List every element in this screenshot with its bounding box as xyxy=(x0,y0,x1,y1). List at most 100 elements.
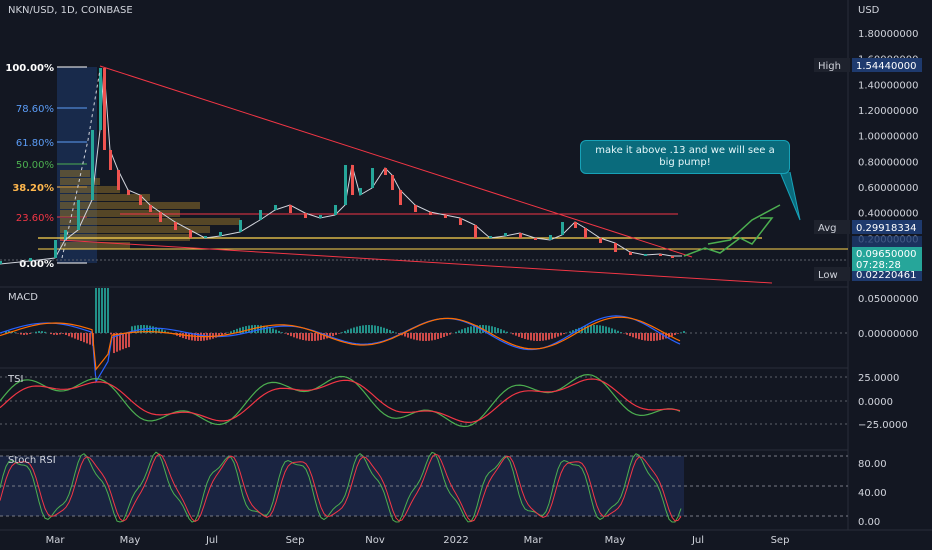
macd-histogram-bar xyxy=(653,333,655,341)
macd-histogram-bar xyxy=(71,333,73,338)
macd-histogram-bar xyxy=(56,333,58,335)
macd-histogram-bar xyxy=(413,333,415,340)
price-tag-value: 0.29918334 xyxy=(856,223,916,234)
price-candle xyxy=(149,205,152,212)
macd-histogram-bar xyxy=(500,329,502,333)
macd-histogram-bar xyxy=(368,325,370,333)
macd-histogram-bar xyxy=(68,333,70,337)
price-tag-label: Avg xyxy=(818,223,837,234)
macd-histogram-bar xyxy=(602,325,604,333)
macd-histogram-bar xyxy=(134,325,136,333)
price-candle xyxy=(99,68,102,130)
macd-histogram-bar xyxy=(512,333,514,335)
macd-histogram-bar xyxy=(290,333,292,337)
macd-histogram-bar xyxy=(38,331,40,333)
price-candle xyxy=(103,68,106,150)
macd-histogram-bar xyxy=(278,330,280,333)
price-candle xyxy=(174,222,177,230)
macd-histogram-bar xyxy=(8,331,10,333)
stoch-tick-label: 80.00 xyxy=(858,459,887,470)
macd-histogram-bar xyxy=(635,333,637,339)
macd-histogram-bar xyxy=(125,333,127,349)
macd-histogram-bar xyxy=(296,333,298,339)
macd-histogram-bar xyxy=(659,333,661,341)
macd-histogram-bar xyxy=(26,333,28,335)
macd-histogram-bar xyxy=(461,329,463,333)
macd-histogram-bar xyxy=(473,325,475,333)
macd-histogram-bar xyxy=(110,333,112,335)
macd-histogram-bar xyxy=(557,333,559,337)
macd-histogram-bar xyxy=(419,333,421,341)
price-tag-value: 1.54440000 xyxy=(856,61,916,72)
time-axis-label: Mar xyxy=(524,535,544,546)
macd-histogram-bar xyxy=(392,331,394,333)
macd-histogram-bar xyxy=(104,288,106,333)
volume-profile-bar xyxy=(60,194,150,201)
price-candle xyxy=(391,175,394,190)
price-candle xyxy=(384,168,387,175)
volume-profile-bar xyxy=(60,218,240,225)
macd-histogram-bar xyxy=(671,333,673,337)
macd-histogram-bar xyxy=(59,333,61,335)
macd-histogram-bar xyxy=(95,288,97,333)
macd-histogram-bar xyxy=(626,333,628,335)
tsi-tick-label: 0.0000 xyxy=(858,397,893,408)
macd-histogram-bar xyxy=(611,328,613,333)
macd-histogram-bar xyxy=(455,331,457,333)
price-candle xyxy=(561,222,564,235)
price-line xyxy=(0,67,682,265)
macd-histogram-bar xyxy=(608,327,610,333)
stoch-d-line xyxy=(0,453,682,523)
macd-histogram-bar xyxy=(77,333,79,340)
macd-histogram-bar xyxy=(449,333,451,335)
macd-histogram-bar xyxy=(464,328,466,333)
macd-histogram-bar xyxy=(491,326,493,333)
price-candle xyxy=(239,220,242,232)
macd-histogram-bar xyxy=(434,333,436,340)
price-tick-label: 0.40000000 xyxy=(858,209,918,220)
price-candle xyxy=(599,238,602,243)
macd-histogram-bar xyxy=(29,333,31,334)
price-tag-label-box xyxy=(814,58,850,72)
macd-histogram-bar xyxy=(74,333,76,339)
volume-profile-bar xyxy=(60,202,200,209)
price-axis-unit: USD xyxy=(858,5,880,16)
macd-histogram-bar xyxy=(644,333,646,341)
macd-histogram-bar xyxy=(587,325,589,333)
macd-histogram-bar xyxy=(674,333,676,336)
price-candle xyxy=(289,205,292,213)
macd-histogram-bar xyxy=(65,333,67,335)
macd-histogram-bar xyxy=(425,333,427,341)
trade-annotation[interactable]: make it above .13 and we will see a big … xyxy=(580,140,790,174)
price-candle xyxy=(259,210,262,220)
price-tag-label: Low xyxy=(818,270,838,281)
macd-histogram-bar xyxy=(662,333,664,340)
forecast-arrow xyxy=(707,204,781,245)
price-candle xyxy=(584,228,587,238)
price-candle xyxy=(344,165,347,205)
macd-histogram-bar xyxy=(380,326,382,333)
time-axis-label: 2022 xyxy=(443,535,468,546)
macd-histogram-bar xyxy=(680,332,682,333)
price-candle xyxy=(0,261,2,264)
price-tag-value: 0.02220461 xyxy=(856,270,916,281)
last-price: 0.09650000 xyxy=(856,249,916,260)
macd-histogram-bar xyxy=(305,333,307,341)
price-candle xyxy=(399,190,402,205)
price-candle xyxy=(644,254,647,256)
macd-label: MACD xyxy=(8,292,38,303)
macd-histogram-bar xyxy=(563,333,565,335)
price-candle xyxy=(459,218,462,225)
macd-histogram-bar xyxy=(560,333,562,336)
macd-histogram-bar xyxy=(155,327,157,333)
macd-signal-line xyxy=(0,316,681,371)
price-candle xyxy=(109,150,112,170)
macd-histogram-bar xyxy=(329,333,331,338)
macd-histogram-bar xyxy=(341,332,343,333)
macd-histogram-bar xyxy=(677,333,679,334)
macd-histogram-bar xyxy=(536,333,538,341)
macd-histogram-bar xyxy=(275,329,277,333)
macd-histogram-bar xyxy=(428,333,430,341)
macd-histogram-bar xyxy=(338,333,340,334)
